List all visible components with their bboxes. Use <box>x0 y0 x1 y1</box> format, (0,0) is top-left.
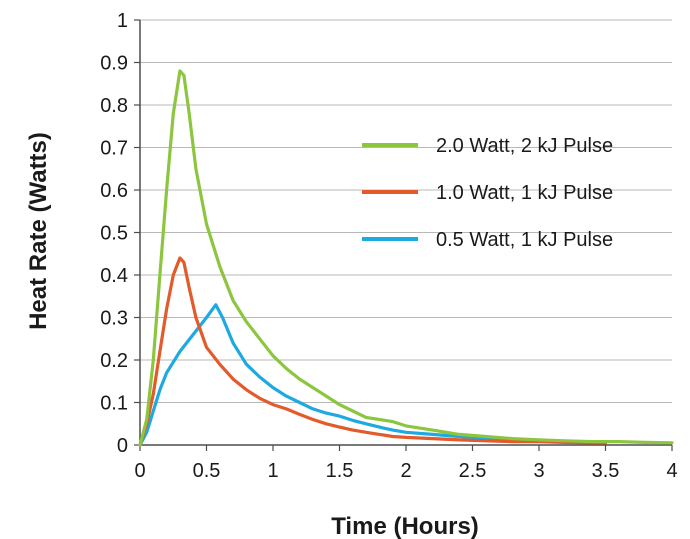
legend-label: 0.5 Watt, 1 kJ Pulse <box>436 229 613 251</box>
x-tick-label: 2 <box>400 460 411 482</box>
grid-lines <box>140 19 672 403</box>
x-tick-labels: 0 0.5 1 1.5 2 2.5 3 3.5 4 <box>134 460 677 482</box>
y-tick-label: 0.2 <box>100 350 128 372</box>
y-tick-labels: 0 0.1 0.2 0.3 0.4 0.5 0.6 0.7 0.8 0.9 1 <box>100 10 128 457</box>
legend: 2.0 Watt, 2 kJ Pulse 1.0 Watt, 1 kJ Pulse… <box>362 135 613 251</box>
y-tick-label: 0.8 <box>100 95 128 117</box>
x-tick-label: 3 <box>533 460 544 482</box>
series-lines <box>138 69 674 447</box>
y-tick-label: 0.7 <box>100 138 128 160</box>
x-tick-label: 2.5 <box>459 460 487 482</box>
y-tick-label: 0.5 <box>100 223 128 245</box>
x-axis-title: Time (Hours) <box>331 513 479 539</box>
x-tick-label: 4 <box>666 460 677 482</box>
y-axis-title: Heat Rate (Watts) <box>25 132 52 330</box>
x-tick-label: 0.5 <box>193 460 221 482</box>
legend-label: 2.0 Watt, 2 kJ Pulse <box>436 135 613 157</box>
y-tick-label: 0.3 <box>100 308 128 330</box>
x-tick-label: 1.5 <box>326 460 354 482</box>
x-tick-label: 0 <box>134 460 145 482</box>
x-tick-label: 3.5 <box>592 460 620 482</box>
y-tick-label: 0 <box>117 435 128 457</box>
series-line <box>138 303 608 447</box>
y-tick-label: 0.1 <box>100 393 128 415</box>
y-tick-label: 1 <box>117 10 128 32</box>
series-line <box>138 256 608 447</box>
y-tick-label: 0.4 <box>100 265 128 287</box>
y-tick-label: 0.9 <box>100 53 128 75</box>
legend-label: 1.0 Watt, 1 kJ Pulse <box>436 182 613 204</box>
y-tick-label: 0.6 <box>100 180 128 202</box>
x-tick-label: 1 <box>267 460 278 482</box>
axes <box>134 19 673 451</box>
series-line <box>138 69 674 447</box>
